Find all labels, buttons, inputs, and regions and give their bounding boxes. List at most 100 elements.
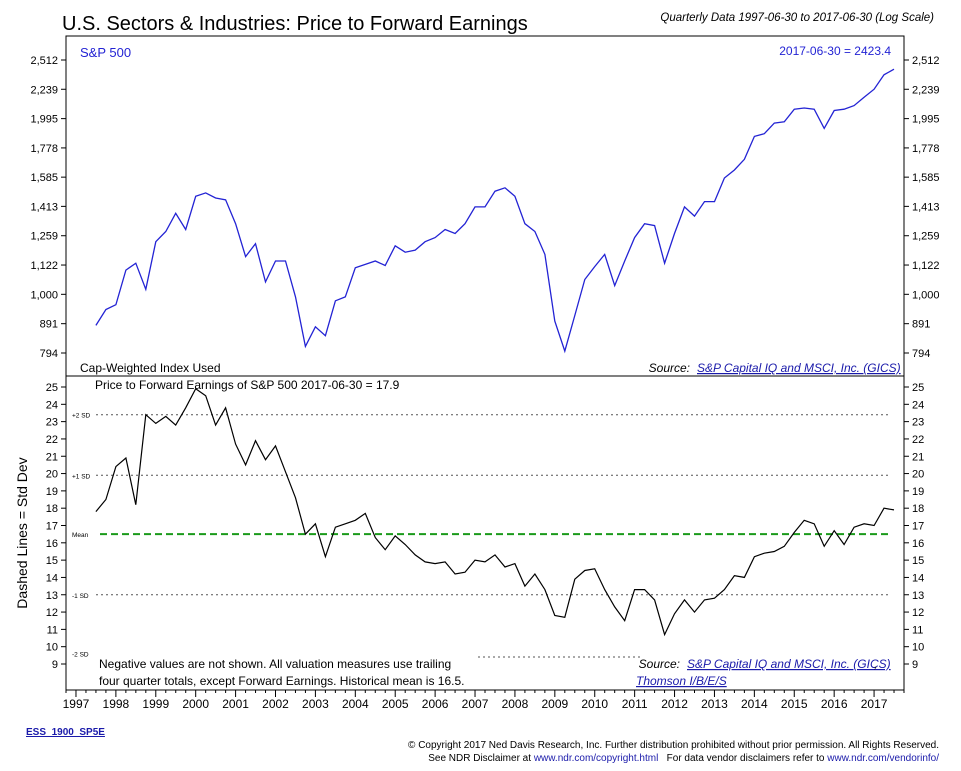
pe-note-line-1: Negative values are not shown. All valua… bbox=[99, 657, 451, 671]
cap-weighted-note: Cap-Weighted Index Used bbox=[80, 361, 221, 375]
x-tick-label: 2007 bbox=[462, 697, 489, 711]
pe-y-tick-label-right: 14 bbox=[912, 572, 924, 584]
pe-y-tick-label: 20 bbox=[46, 469, 58, 481]
pe-y-tick-label: 9 bbox=[52, 659, 58, 671]
sp500-series-label: S&P 500 bbox=[80, 45, 131, 60]
pe-y-tick-label: 18 bbox=[46, 503, 58, 515]
x-tick-label: 2015 bbox=[781, 697, 808, 711]
bottom-source-separator: , bbox=[874, 657, 877, 671]
pe-y-tick-label-right: 19 bbox=[912, 486, 924, 498]
top-y-tick-label: 1,585 bbox=[30, 172, 58, 184]
pe-y-axis-label: Dashed Lines = Std Dev bbox=[14, 457, 30, 608]
pe-y-tick-label: 25 bbox=[46, 382, 58, 394]
x-tick-label: 2004 bbox=[342, 697, 369, 711]
x-tick-label: 2010 bbox=[581, 697, 608, 711]
x-tick-label: 2009 bbox=[541, 697, 568, 711]
pe-y-tick-label-right: 21 bbox=[912, 451, 924, 463]
copyright-line: © Copyright 2017 Ned Davis Research, Inc… bbox=[408, 740, 939, 751]
top-y-tick-label-right: 891 bbox=[912, 319, 930, 331]
top-y-tick-label: 891 bbox=[40, 319, 58, 331]
sp500-line bbox=[95, 68, 895, 354]
x-tick-label: 1998 bbox=[103, 697, 130, 711]
pe-y-tick-label-right: 15 bbox=[912, 555, 924, 567]
x-tick-label: 2012 bbox=[661, 697, 688, 711]
top-y-tick-label-right: 1,259 bbox=[912, 231, 940, 243]
x-tick-label: 2016 bbox=[821, 697, 848, 711]
x-axis: 1997 1998 1999 2000 2001 2002 2003 2004 2005 2006… bbox=[63, 690, 905, 711]
top-y-tick-label: 1,778 bbox=[30, 143, 58, 155]
top-y-tick-label: 1,995 bbox=[30, 114, 58, 126]
chart-title: U.S. Sectors & Industries: Price to Forw… bbox=[62, 13, 528, 35]
std-level-label: -2 SD bbox=[72, 652, 89, 659]
vendor-link[interactable]: www.ndr.com/vendorinfo/ bbox=[827, 753, 939, 764]
pe-y-tick-label-right: 16 bbox=[912, 538, 924, 550]
pe-y-tick-label-right: 11 bbox=[912, 624, 923, 636]
top-y-tick-label: 1,413 bbox=[30, 201, 58, 213]
x-tick-label: 2006 bbox=[422, 697, 449, 711]
vendor-prefix: For data vendor disclaimers refer to bbox=[666, 753, 825, 764]
pe-y-tick-label: 16 bbox=[46, 538, 58, 550]
std-level-label: Mean bbox=[72, 532, 89, 539]
pe-y-tick-label: 13 bbox=[46, 590, 58, 602]
top-y-tick-label: 1,259 bbox=[30, 231, 58, 243]
sp500-line-group bbox=[95, 68, 895, 354]
pe-y-tick-label-right: 13 bbox=[912, 590, 924, 602]
disclaimer-prefix: See NDR Disclaimer at bbox=[428, 753, 532, 764]
x-tick-label: 2003 bbox=[302, 697, 329, 711]
pe-y-tick-label-right: 12 bbox=[912, 607, 924, 619]
pe-y-tick-label-right: 24 bbox=[912, 399, 924, 411]
x-tick-label: 2014 bbox=[741, 697, 768, 711]
pe-title: Price to Forward Earnings of S&P 500 201… bbox=[95, 378, 400, 392]
copyright-link[interactable]: www.ndr.com/copyright.html bbox=[533, 753, 659, 764]
std-level-label: +2 SD bbox=[72, 413, 91, 420]
pe-y-tick-label-right: 23 bbox=[912, 417, 924, 429]
top-y-tick-label-right: 794 bbox=[912, 348, 930, 360]
pe-y-tick-label-right: 25 bbox=[912, 382, 924, 394]
x-tick-label: 2001 bbox=[222, 697, 249, 711]
top-y-tick-label: 794 bbox=[40, 348, 58, 360]
std-dev-lines: +2 SD +1 SD Mean -1 SD -2 SD bbox=[72, 413, 888, 659]
pe-y-tick-label: 10 bbox=[46, 642, 58, 654]
top-y-tick-label-right: 1,995 bbox=[912, 114, 940, 126]
pe-line-group bbox=[95, 387, 895, 637]
pe-y-tick-label: 24 bbox=[46, 399, 58, 411]
x-tick-label: 2000 bbox=[182, 697, 209, 711]
pe-y-tick-label: 22 bbox=[46, 434, 58, 446]
disclaimer-line: See NDR Disclaimer at www.ndr.com/copyri… bbox=[408, 752, 939, 765]
pe-y-tick-label: 17 bbox=[46, 521, 58, 533]
std-level-label: -1 SD bbox=[72, 593, 89, 600]
x-tick-label: 2011 bbox=[622, 697, 648, 711]
top-y-tick-label: 2,512 bbox=[30, 55, 58, 67]
pe-y-tick-label-right: 10 bbox=[912, 642, 924, 654]
bottom-source-link-2[interactable]: Thomson I/B/E/S bbox=[636, 674, 727, 688]
x-tick-label: 1997 bbox=[63, 697, 90, 711]
top-source-label: Source: bbox=[649, 361, 690, 375]
pe-y-tick-label: 21 bbox=[46, 451, 58, 463]
top-source-link[interactable]: S&P Capital IQ and MSCI, Inc. (GICS) bbox=[697, 361, 901, 375]
pe-y-tick-label-right: 17 bbox=[912, 521, 924, 533]
pe-y-tick-label: 15 bbox=[46, 555, 58, 567]
pe-y-tick-label: 19 bbox=[46, 486, 58, 498]
top-y-tick-label: 2,239 bbox=[30, 84, 58, 96]
top-y-tick-label-right: 1,122 bbox=[912, 260, 940, 272]
pe-y-tick-label: 11 bbox=[47, 624, 58, 636]
chart-code-link[interactable]: ESS_1900_SP5E bbox=[26, 727, 105, 738]
bottom-panel-frame bbox=[65, 375, 905, 691]
chart-subtitle: Quarterly Data 1997-06-30 to 2017-06-30 … bbox=[660, 12, 934, 24]
footer-copyright: © Copyright 2017 Ned Davis Research, Inc… bbox=[408, 739, 939, 765]
pe-y-tick-label-right: 22 bbox=[912, 434, 924, 446]
top-y-tick-label-right: 1,778 bbox=[912, 143, 940, 155]
pe-y-tick-label-right: 9 bbox=[912, 659, 918, 671]
top-y-tick-label-right: 2,512 bbox=[912, 55, 940, 67]
bottom-source-link-1[interactable]: S&P Capital IQ and MSCI, Inc. (GICS) bbox=[687, 657, 891, 671]
pe-y-axis-left: 9 10 11 12 13 14 15 16 17 18 19 20 21 22 23 24 25 bbox=[46, 382, 66, 671]
x-tick-label: 2013 bbox=[701, 697, 728, 711]
top-y-tick-label-right: 1,000 bbox=[912, 289, 940, 301]
x-tick-label: 2002 bbox=[262, 697, 289, 711]
pe-note-line-2: four quarter totals, except Forward Earn… bbox=[99, 674, 465, 688]
top-y-tick-label-right: 2,239 bbox=[912, 84, 940, 96]
pe-y-tick-label: 12 bbox=[46, 607, 58, 619]
pe-y-tick-label: 23 bbox=[46, 417, 58, 429]
top-y-tick-label: 1,000 bbox=[30, 289, 58, 301]
